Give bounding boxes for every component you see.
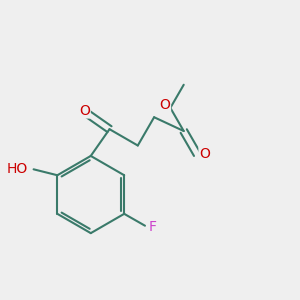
Text: O: O [199, 147, 210, 161]
Text: O: O [160, 98, 170, 112]
Text: O: O [79, 104, 90, 118]
Text: F: F [148, 220, 156, 234]
Text: HO: HO [6, 162, 28, 176]
